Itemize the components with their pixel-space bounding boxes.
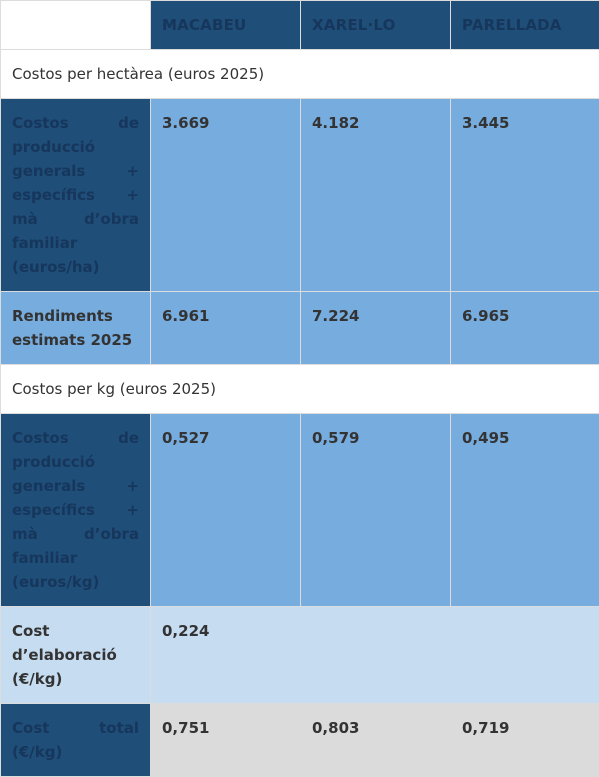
header-corner-cell: [1, 1, 151, 50]
header-xarello: XAREL·LO: [301, 1, 451, 50]
row-label-elaboration: Cost d’elaboració (€/kg): [1, 607, 151, 704]
cell-total-macabeu: 0,751: [151, 704, 301, 777]
cell-elaboration-value: 0,224: [151, 607, 599, 704]
cell-costs-kg-parellada: 0,495: [451, 414, 599, 607]
header-macabeu: MACABEU: [151, 1, 301, 50]
section-row-kg: Costos per kg (euros 2025): [1, 365, 599, 414]
row-label-total: Cost total (€/kg): [1, 704, 151, 777]
cell-costs-kg-xarello: 0,579: [301, 414, 451, 607]
table-row-costs-ha: Costos de producció generals + específic…: [1, 99, 599, 292]
header-label: PARELLADA: [462, 16, 562, 34]
header-parellada: PARELLADA: [451, 1, 599, 50]
row-label-costs-kg: Costos de producció generals + específic…: [1, 414, 151, 607]
section-title-kg: Costos per kg (euros 2025): [1, 365, 599, 414]
cell-total-parellada: 0,719: [451, 704, 599, 777]
header-label: XAREL·LO: [312, 16, 396, 34]
cell-costs-ha-macabeu: 3.669: [151, 99, 301, 292]
section-row-hectare: Costos per hectàrea (euros 2025): [1, 50, 599, 99]
cell-costs-ha-parellada: 3.445: [451, 99, 599, 292]
cell-yields-parellada: 6.965: [451, 292, 599, 365]
cell-costs-kg-macabeu: 0,527: [151, 414, 301, 607]
cell-yields-xarello: 7.224: [301, 292, 451, 365]
table-row-costs-kg: Costos de producció generals + específic…: [1, 414, 599, 607]
header-row: MACABEU XAREL·LO PARELLADA: [1, 1, 599, 50]
cell-total-xarello: 0,803: [301, 704, 451, 777]
table-row-elaboration: Cost d’elaboració (€/kg) 0,224: [1, 607, 599, 704]
table-row-total: Cost total (€/kg) 0,751 0,803 0,719: [1, 704, 599, 777]
cell-costs-ha-xarello: 4.182: [301, 99, 451, 292]
row-label-yields: Rendiments estimats 2025: [1, 292, 151, 365]
header-label: MACABEU: [162, 16, 246, 34]
row-label-costs-ha: Costos de producció generals + específic…: [1, 99, 151, 292]
cell-yields-macabeu: 6.961: [151, 292, 301, 365]
section-title-hectare: Costos per hectàrea (euros 2025): [1, 50, 599, 99]
table-row-yields: Rendiments estimats 2025 6.961 7.224 6.9…: [1, 292, 599, 365]
